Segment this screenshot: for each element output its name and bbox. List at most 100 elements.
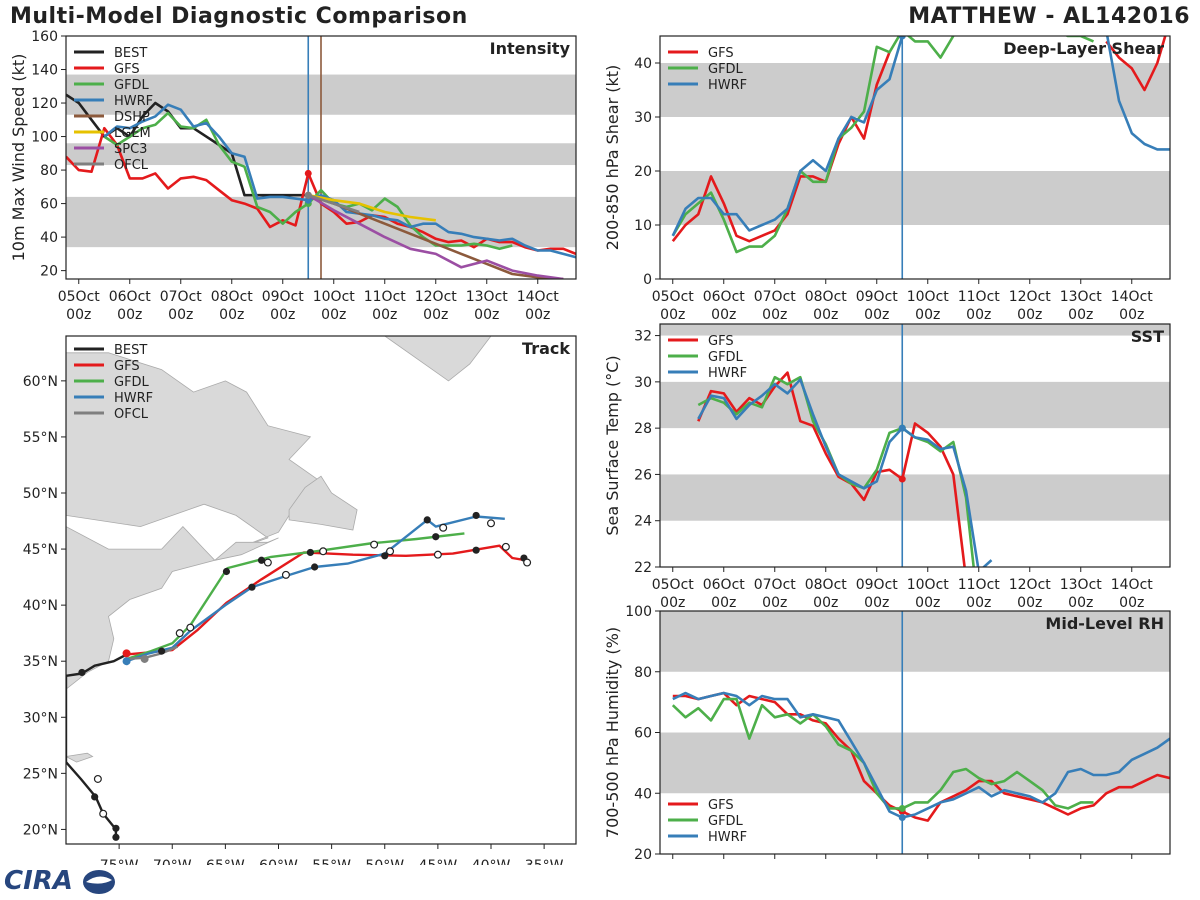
x-tick-label-hour: 00z <box>864 595 889 611</box>
lon-tick-label: 50°W <box>365 858 404 865</box>
storm-id: MATTHEW - AL142016 <box>908 4 1190 29</box>
legend-label-gfs: GFS <box>708 334 734 349</box>
legend-label-ofcl: OFCL <box>114 158 149 173</box>
series-line-lgem <box>308 193 436 222</box>
x-tick-label-day: 07Oct <box>754 289 797 305</box>
series-line-spc3 <box>307 194 564 279</box>
x-tick-label-day: 06Oct <box>703 289 746 305</box>
current-time-marker <box>899 27 906 34</box>
y-tick-label: 60 <box>40 197 58 213</box>
x-tick-label-hour: 00z <box>762 307 787 323</box>
legend-label-hwrf: HWRF <box>708 830 747 845</box>
lat-tick-label: 45°N <box>23 542 58 558</box>
track-marker-filled <box>306 548 314 557</box>
x-tick-label-hour: 00z <box>864 307 889 323</box>
track-marker-initial <box>122 649 131 658</box>
legend-label-hwrf: HWRF <box>708 366 747 381</box>
lon-tick-label: 40°W <box>472 858 511 865</box>
track-marker-filled <box>432 533 440 541</box>
track-line-gfdl <box>126 532 465 661</box>
y-tick-label: 26 <box>634 467 652 483</box>
panel-shear: 0 10 20 30 40 05Oct 00z 06Oct 00z 07Oct 00z 08Oct 00… <box>603 27 1171 323</box>
x-tick-label-hour: 00z <box>1119 595 1144 611</box>
x-tick-label-hour: 00z <box>270 307 295 323</box>
y-tick-label: 80 <box>634 665 652 681</box>
cira-logo-text: CIRA <box>4 866 73 896</box>
x-tick-label-hour: 00z <box>168 307 193 323</box>
x-tick-label-day: 12Oct <box>1009 864 1052 865</box>
series-line-ofcl <box>307 193 360 214</box>
x-tick-label-hour: 00z <box>1017 307 1042 323</box>
panel-title: SST <box>1131 327 1164 346</box>
current-time-marker <box>898 814 906 822</box>
x-tick-label-hour: 00z <box>1068 595 1093 611</box>
x-tick-label-day: 08Oct <box>211 289 254 305</box>
lon-tick-label: 45°W <box>419 858 458 865</box>
plot-area <box>660 324 1170 567</box>
track-marker-filled <box>112 833 120 841</box>
x-tick-label-hour: 00z <box>372 307 397 323</box>
x-tick-label-day: 14Oct <box>517 289 560 305</box>
lat-tick-label: 55°N <box>23 430 58 446</box>
gray-band <box>660 63 1170 117</box>
track-marker-filled <box>311 563 319 571</box>
x-tick-label-day: 05Oct <box>652 289 695 305</box>
lon-tick-label: 65°W <box>206 858 245 865</box>
lat-tick-label: 30°N <box>23 710 58 726</box>
track-marker-filled <box>248 583 256 591</box>
series-line-gfdl2 <box>1064 36 1095 43</box>
x-tick-label-hour: 00z <box>711 307 736 323</box>
series-line-hwrf <box>671 36 904 237</box>
x-tick-label-day: 10Oct <box>313 289 356 305</box>
track-marker-filled <box>381 552 389 560</box>
panel-title: Mid-Level RH <box>1045 614 1164 633</box>
land-shape <box>66 752 94 763</box>
x-tick-label-day: 11Oct <box>364 289 407 305</box>
x-tick-label-day: 08Oct <box>805 577 848 593</box>
plot-area <box>660 611 1170 854</box>
gray-band <box>660 381 1170 429</box>
x-tick-label-day: 11Oct <box>958 864 1001 865</box>
x-tick-label-hour: 00z <box>525 307 550 323</box>
x-tick-label-day: 12Oct <box>415 289 458 305</box>
x-tick-label-day: 13Oct <box>1060 577 1103 593</box>
y-tick-label: 20 <box>634 847 652 863</box>
legend-label-lgem: LGEM <box>114 126 151 141</box>
y-tick-label: 20 <box>634 164 652 180</box>
track-marker-open <box>175 629 184 638</box>
map-area <box>66 336 532 844</box>
lat-tick-label: 20°N <box>23 822 58 838</box>
x-tick-label-day: 09Oct <box>856 577 899 593</box>
y-tick-label: 28 <box>634 421 652 437</box>
panel-sst: 22 24 26 28 30 32 05Oct 00z 06Oct 00z 07Oct 00z 08Oc… <box>603 323 1171 611</box>
x-tick-label-hour: 00z <box>1119 307 1144 323</box>
x-tick-label-hour: 00z <box>966 595 991 611</box>
plot-frame <box>65 35 577 280</box>
panel-intensity: 20 40 60 80 100 120 140 160 05Oct 00z 06Oct 00z 07Oc… <box>9 29 577 323</box>
x-tick-label-day: 13Oct <box>1060 289 1103 305</box>
series-line-gfs <box>672 691 1170 822</box>
series-line-hwrf2 <box>1105 36 1170 151</box>
gray-band <box>660 324 1170 336</box>
x-tick-label-day: 10Oct <box>907 577 950 593</box>
x-tick-label-hour: 00z <box>711 595 736 611</box>
current-time-marker <box>898 475 906 483</box>
legend-label-hwrf: HWRF <box>708 78 747 93</box>
legend-label-dshp: DSHP <box>114 110 150 125</box>
plot-frame <box>659 323 1171 568</box>
figure-title: Multi-Model Diagnostic Comparison <box>10 4 468 29</box>
x-tick-label-hour: 00z <box>813 595 838 611</box>
x-tick-label-hour: 00z <box>423 307 448 323</box>
y-tick-label: 40 <box>634 56 652 72</box>
x-tick-label-hour: 00z <box>966 307 991 323</box>
x-tick-label-day: 08Oct <box>805 864 848 865</box>
x-tick-label-hour: 00z <box>915 307 940 323</box>
x-tick-label-hour: 00z <box>66 307 91 323</box>
track-marker-open <box>263 558 272 567</box>
y-axis-label: 700-500 hPa Humidity (%) <box>603 627 622 838</box>
x-tick-label-hour: 00z <box>762 595 787 611</box>
y-axis-label: 200-850 hPa Shear (kt) <box>603 65 622 251</box>
track-marker-filled <box>472 546 480 554</box>
